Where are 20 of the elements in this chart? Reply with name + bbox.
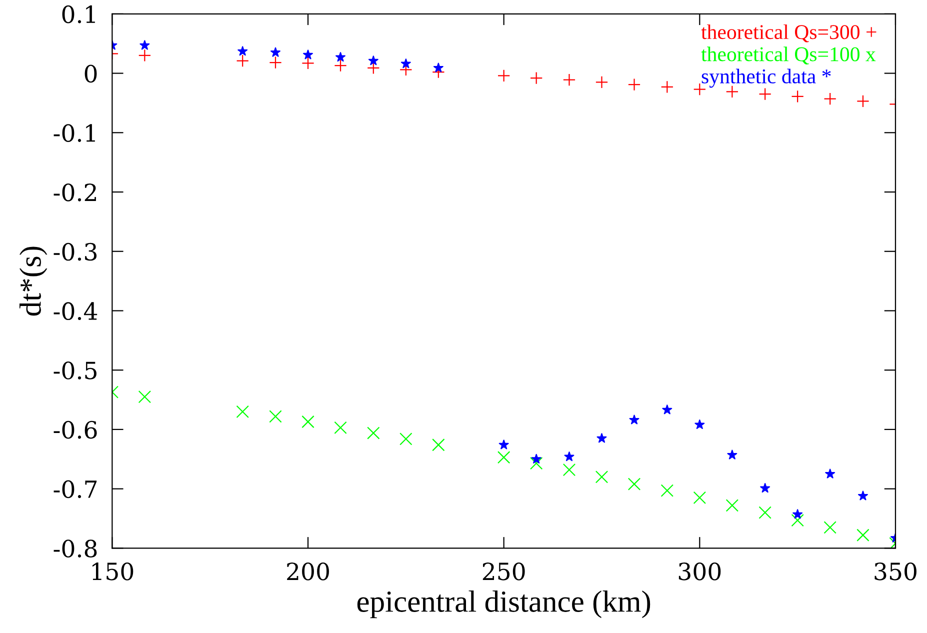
x-tick-label: 350 <box>874 562 916 580</box>
x-tick-label: 250 <box>482 562 525 580</box>
x-tick-label: 200 <box>287 562 329 580</box>
text: synthetic data * <box>702 68 831 88</box>
x-tick-label: 150 <box>92 562 134 580</box>
y-tick-label: 0.1 <box>62 5 95 24</box>
y-tick-label: -0.4 <box>54 302 98 320</box>
y-tick-label: -0.2 <box>54 183 96 202</box>
y-axis-title: dt*(s) <box>19 246 48 316</box>
text: theoretical Qs=100 x <box>701 46 876 64</box>
x-axis-title: epicentral distance (km) <box>357 590 650 618</box>
x-tick-label: 300 <box>678 562 721 580</box>
y-tick-label: -0.7 <box>54 480 97 498</box>
y-tick-label: -0.1 <box>54 124 95 142</box>
series-label: theoretical Qs=300 + <box>701 24 876 42</box>
y-tick-label: -0.3 <box>54 242 97 261</box>
y-tick-label: -0.8 <box>54 540 97 558</box>
y-tick-label: 0 <box>84 64 97 83</box>
y-tick-label: -0.5 <box>54 362 96 380</box>
y-tick-label: -0.6 <box>54 420 97 439</box>
